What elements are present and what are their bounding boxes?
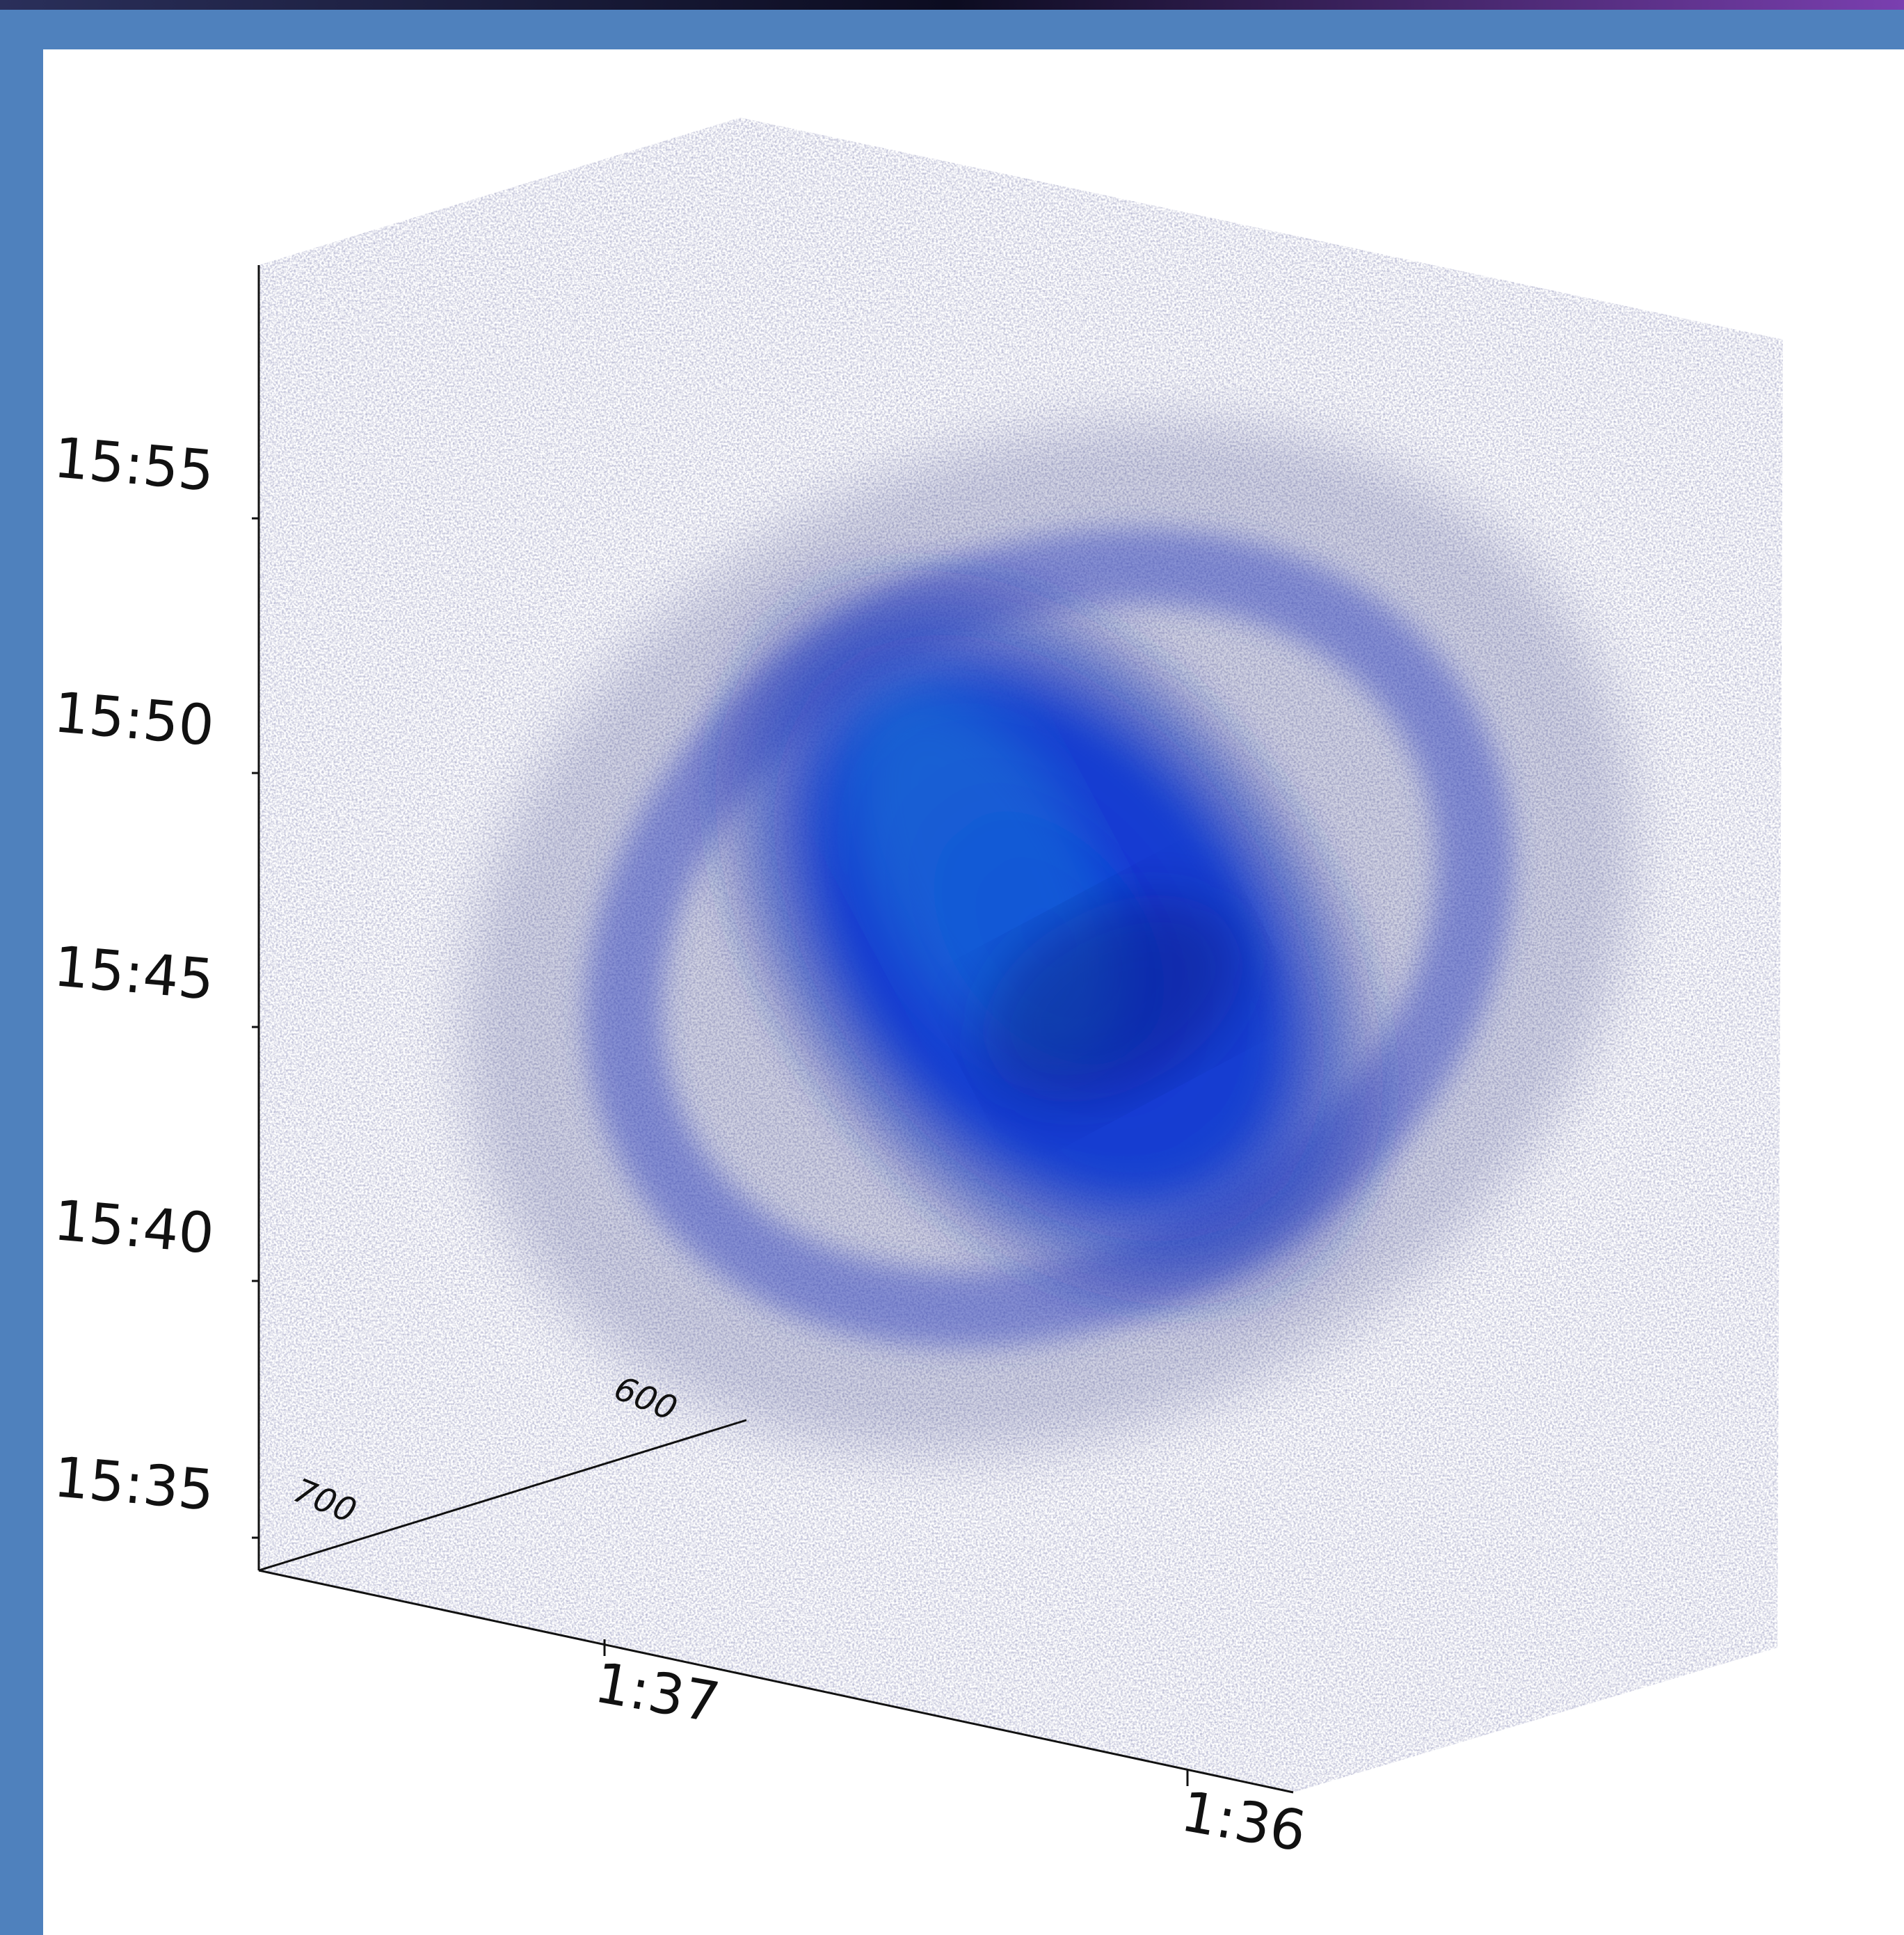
vertical-tick-label: 15:55 bbox=[51, 425, 217, 504]
vertical-tick-label: 15:40 bbox=[51, 1188, 217, 1266]
vertical-tick-label: 15:45 bbox=[51, 934, 217, 1012]
depth-axis bbox=[258, 1419, 747, 1572]
volume-shadow bbox=[982, 895, 1243, 1102]
top-bar bbox=[0, 0, 1904, 10]
horizontal-axis bbox=[258, 1569, 1294, 1794]
vertical-tick-label: 15:35 bbox=[51, 1444, 217, 1523]
volume-render bbox=[259, 118, 1783, 1792]
axes bbox=[257, 265, 1294, 1794]
vertical-tick-label: 15:50 bbox=[51, 680, 217, 758]
